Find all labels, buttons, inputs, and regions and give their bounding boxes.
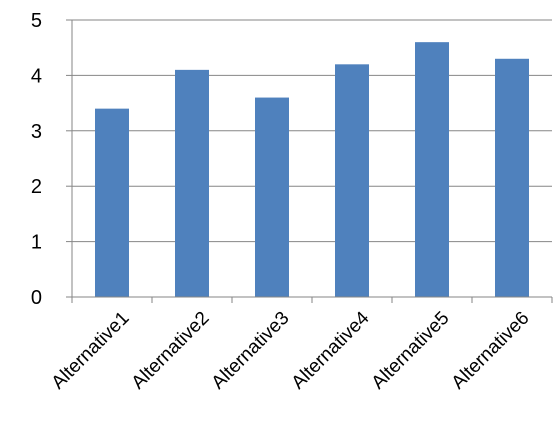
bar-alternative6 bbox=[495, 58, 529, 297]
bars bbox=[95, 42, 529, 297]
x-tick-label: Alternative3 bbox=[208, 308, 294, 394]
y-tick-label: 5 bbox=[31, 10, 42, 32]
y-tick-label: 0 bbox=[31, 287, 42, 309]
y-tick-label: 4 bbox=[31, 65, 42, 87]
y-tick-label: 2 bbox=[31, 176, 42, 198]
bar-alternative1 bbox=[95, 108, 129, 297]
x-tick-label: Alternative2 bbox=[128, 308, 214, 394]
y-tick-label: 1 bbox=[31, 232, 42, 254]
bar-alternative5 bbox=[415, 42, 449, 297]
x-tick-label: Alternative4 bbox=[288, 307, 374, 393]
bar-alternative4 bbox=[335, 64, 369, 297]
x-tick-label: Alternative5 bbox=[368, 308, 454, 394]
bar-alternative3 bbox=[255, 97, 289, 297]
axes bbox=[66, 19, 553, 303]
y-tick-label: 3 bbox=[31, 121, 42, 143]
bar-alternative2 bbox=[175, 69, 209, 297]
x-tick-label: Alternative6 bbox=[448, 308, 534, 394]
gridlines bbox=[72, 19, 552, 243]
x-tick-label: Alternative1 bbox=[48, 308, 134, 394]
